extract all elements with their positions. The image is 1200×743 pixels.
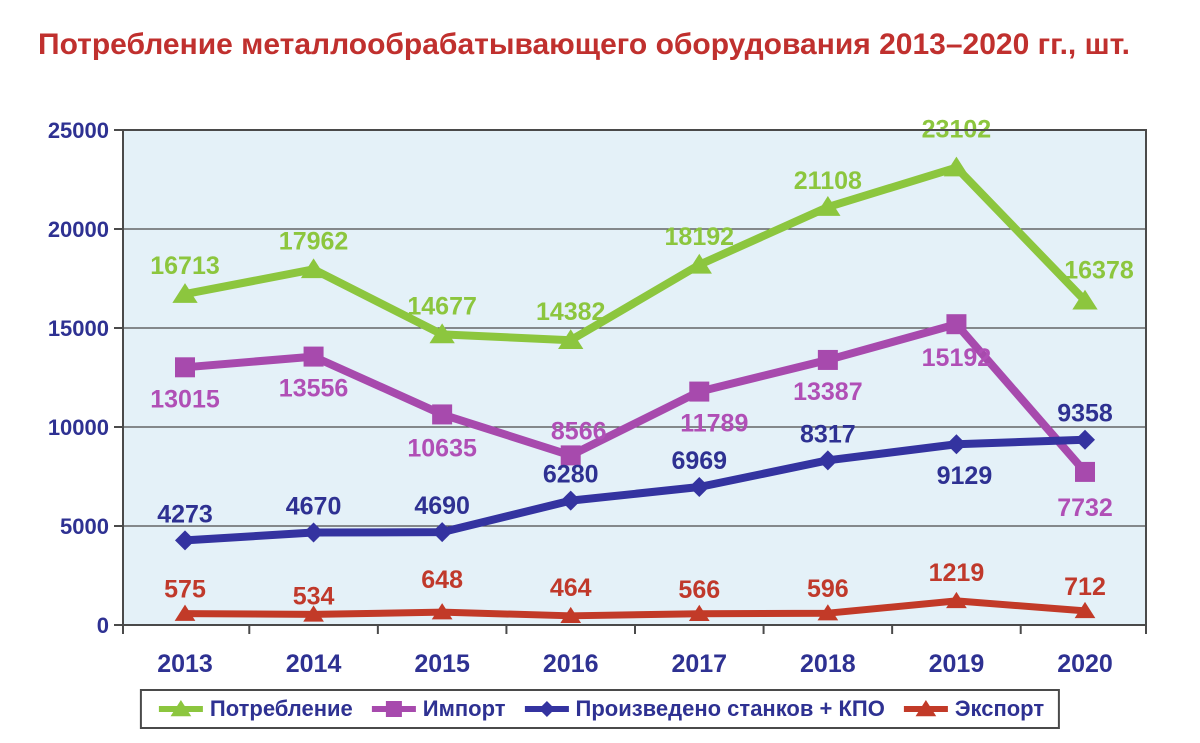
legend-label-export: Экспорт xyxy=(954,696,1045,721)
y-axis: 0 5000 10000 15000 20000 25000 xyxy=(48,118,1146,638)
data-label: 1219 xyxy=(929,559,985,587)
data-label: 14677 xyxy=(407,292,477,320)
svg-text:2018: 2018 xyxy=(800,650,856,678)
data-label: 648 xyxy=(421,566,463,594)
data-label: 11789 xyxy=(680,410,748,438)
data-label: 4670 xyxy=(286,493,342,521)
data-label: 13387 xyxy=(793,378,863,406)
data-label: 6280 xyxy=(543,461,599,489)
data-label: 13015 xyxy=(150,385,220,413)
svg-text:5000: 5000 xyxy=(60,514,109,539)
export-marker-icon xyxy=(903,700,948,717)
svg-text:2013: 2013 xyxy=(157,650,213,678)
data-label: 15192 xyxy=(922,344,992,372)
data-label: 4690 xyxy=(414,492,470,520)
svg-text:2019: 2019 xyxy=(929,650,985,678)
data-label: 13556 xyxy=(279,375,349,403)
svg-text:2016: 2016 xyxy=(543,650,599,678)
legend-label-import: Импорт xyxy=(422,696,506,721)
svg-text:2017: 2017 xyxy=(671,650,727,678)
legend-item-produced: Произведено станков + КПО xyxy=(522,696,885,722)
data-label: 6969 xyxy=(671,447,727,475)
plot-area xyxy=(123,130,1146,625)
data-label: 10635 xyxy=(407,434,477,462)
data-label: 7732 xyxy=(1057,494,1113,522)
legend-item-export: Экспорт xyxy=(901,696,1044,722)
series-import: 13015 13556 10635 8566 11789 13387 15192 7732 xyxy=(150,314,1113,522)
data-label: 21108 xyxy=(794,167,862,195)
data-label: 4273 xyxy=(157,500,213,528)
import-marker-icon xyxy=(371,701,416,717)
data-label: 575 xyxy=(164,576,206,604)
svg-text:2014: 2014 xyxy=(286,650,342,678)
svg-text:2015: 2015 xyxy=(414,650,470,678)
legend-label-produced: Произведено станков + КПО xyxy=(575,696,885,721)
svg-text:10000: 10000 xyxy=(48,415,109,440)
legend: Потребление Импорт Произведено станков +… xyxy=(139,689,1061,729)
legend-item-consumption: Потребление xyxy=(156,696,353,722)
data-label: 14382 xyxy=(536,298,606,326)
data-label: 16378 xyxy=(1064,257,1134,285)
data-label: 566 xyxy=(678,576,720,604)
series-export: 575 534 648 464 566 596 1219 712 xyxy=(164,559,1106,624)
svg-text:15000: 15000 xyxy=(48,316,109,341)
produced-marker-icon xyxy=(524,701,569,717)
data-label: 16713 xyxy=(150,252,220,280)
consumption-marker-icon xyxy=(158,700,203,717)
data-label: 9358 xyxy=(1057,400,1113,428)
chart-title: Потребление металлообрабатывающего обору… xyxy=(38,28,1130,61)
data-label: 9129 xyxy=(937,462,993,490)
svg-text:2020: 2020 xyxy=(1057,650,1113,678)
data-label: 8566 xyxy=(551,417,607,445)
data-label: 18192 xyxy=(665,223,735,251)
svg-text:0: 0 xyxy=(97,613,109,638)
x-axis: 2013 2014 2015 2016 2017 2018 2019 2020 xyxy=(122,625,1147,678)
data-label: 8317 xyxy=(800,420,856,448)
legend-label-consumption: Потребление xyxy=(209,696,353,721)
svg-text:20000: 20000 xyxy=(48,217,109,242)
data-label: 596 xyxy=(807,575,849,603)
svg-text:25000: 25000 xyxy=(48,118,109,143)
series-produced: 4273 4670 4690 6280 6969 8317 9129 9358 xyxy=(157,400,1113,551)
data-label: 17962 xyxy=(279,227,349,255)
legend-item-import: Импорт xyxy=(369,696,506,722)
data-label: 464 xyxy=(550,574,592,602)
data-label: 712 xyxy=(1064,573,1106,601)
data-label: 534 xyxy=(293,582,335,610)
